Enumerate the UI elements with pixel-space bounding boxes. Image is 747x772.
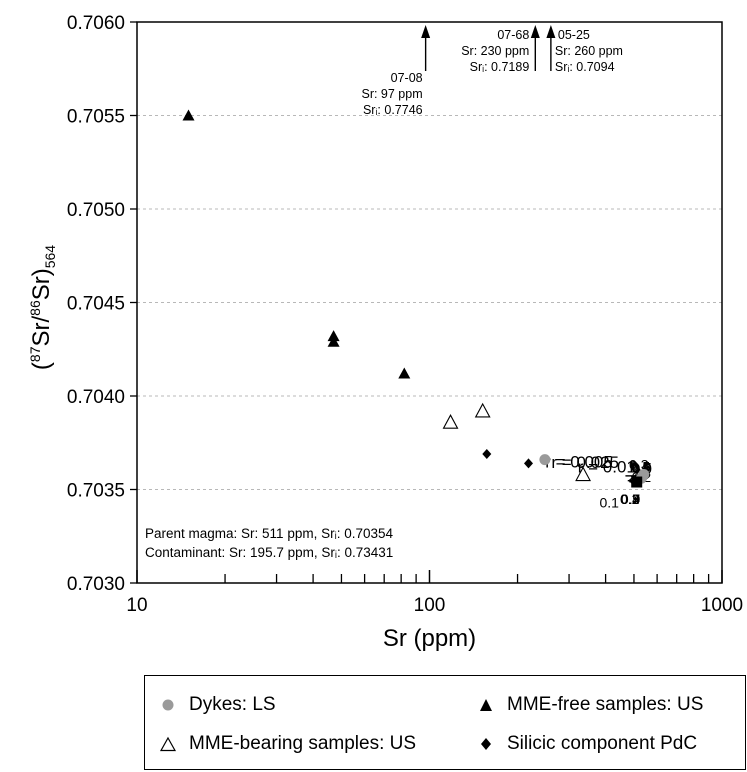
y-title-sup: 86 (27, 300, 43, 316)
y-title-part: Sr/ (28, 316, 55, 347)
y-title-part: ( (28, 362, 55, 370)
curve-tick-label: 0.9 (621, 491, 641, 507)
legend-label: MME-free samples: US (507, 694, 704, 715)
offscale-sample-id: 05-25 (558, 28, 590, 42)
circle-marker-icon (162, 699, 174, 711)
curve-ticks: 0.10.20.30.40.50.70.90.20.30.40.50.60.70… (600, 456, 653, 510)
offscale-sample-id: 07-08 (391, 71, 423, 85)
offscale-sample-id: 07-68 (497, 28, 529, 42)
x-tick-label: 100 (414, 595, 446, 616)
curve-tick-label: 0.3 (620, 491, 640, 507)
y-tick-label: 0.7030 (67, 574, 125, 595)
legend-item-dykes: Dykes: LS (157, 694, 276, 716)
chart-annotations: Parent magma: Sr: 511 ppm, Srᵢ: 0.70354 C… (145, 526, 393, 560)
filled-diamond-icon (481, 738, 491, 750)
offscale-arrowhead (546, 25, 556, 38)
offscale-annotations: 07-08 Sr: 97 ppm Srᵢ: 0.7746 07-68 Sr: 230 p… (361, 25, 623, 117)
annotation-line: Parent magma: Sr: 511 ppm, Srᵢ: 0.70354 (145, 526, 393, 541)
legend: Dykes: LS MME-free samples: US MME-beari… (144, 675, 746, 770)
offscale-sample-sr: Sr: 260 ppm (555, 44, 623, 58)
silicic-point (482, 448, 492, 459)
offscale-sample-sri: Srᵢ: 0.7189 (470, 60, 530, 74)
legend-label: Dykes: LS (189, 694, 276, 715)
y-title-sup: 87 (27, 346, 43, 362)
x-axis-title: Sr (ppm) (383, 625, 476, 652)
curve-label: r = 0.005 (545, 453, 613, 472)
y-tick-label: 0.7050 (67, 200, 125, 221)
legend-label: MME-bearing samples: US (189, 733, 417, 754)
offscale-sample-sr: Sr: 97 ppm (361, 87, 422, 101)
y-title-part: Sr) (28, 268, 55, 300)
y-tick-label: 0.7055 (67, 107, 125, 128)
legend-label: Silicic component PdC (507, 733, 698, 754)
silicic-point (523, 458, 533, 469)
curve-tick-label: 0.5 (621, 491, 641, 507)
offscale-sample-sr: Sr: 230 ppm (461, 44, 529, 58)
mme-bearing-point (442, 414, 459, 429)
open-triangle-icon (159, 736, 177, 752)
parent-magma-point (631, 476, 643, 488)
y-axis-title: (87Sr/86Sr)564 (27, 245, 58, 370)
gridlines (137, 115, 722, 490)
y-tick-label: 0.7040 (67, 387, 125, 408)
mme-bearing-point (474, 402, 491, 418)
curve-tick-label: 0.1 (600, 495, 620, 511)
filled-triangle-icon (480, 699, 492, 711)
dyke-point (539, 454, 551, 466)
curve-tick-label: 0.4 (620, 491, 640, 507)
axes: 0.70300.70350.70400.70450.70500.70550.70… (27, 13, 743, 652)
offscale-sample-sri: Srᵢ: 0.7746 (363, 103, 423, 117)
y-tick-label: 0.7035 (67, 481, 125, 502)
data-points (182, 109, 650, 488)
y-title-sub: 564 (42, 245, 58, 269)
legend-item-mme-free: MME-free samples: US (475, 694, 703, 716)
y-tick-label: 0.7060 (67, 13, 125, 34)
x-tick-label: 1000 (701, 595, 743, 616)
legend-item-mme-bearing: MME-bearing samples: US (157, 733, 416, 755)
mme-bearing-point (575, 466, 591, 482)
offscale-arrowhead (530, 25, 540, 38)
mme-free-point (327, 335, 340, 347)
mme-free-point (327, 330, 340, 342)
offscale-arrowhead (421, 25, 431, 38)
offscale-sample-sri: Srᵢ: 0.7094 (555, 60, 615, 74)
curve-tick-label: 0.7 (621, 491, 641, 507)
annotation-line: Contaminant: Sr: 195.7 ppm, Srᵢ: 0.73431 (145, 545, 393, 560)
mme-free-point (182, 109, 195, 121)
curve-label: r = 0.025 (551, 453, 619, 472)
x-tick-label: 10 (126, 595, 147, 616)
legend-item-silicic: Silicic component PdC (475, 733, 697, 755)
curve-tick-label: 0.3 (629, 456, 649, 472)
curve-tick-label: 0.2 (620, 491, 640, 507)
y-tick-label: 0.7045 (67, 294, 125, 315)
curve-label: r = 0.01 (578, 458, 636, 477)
mme-free-point (398, 367, 411, 379)
